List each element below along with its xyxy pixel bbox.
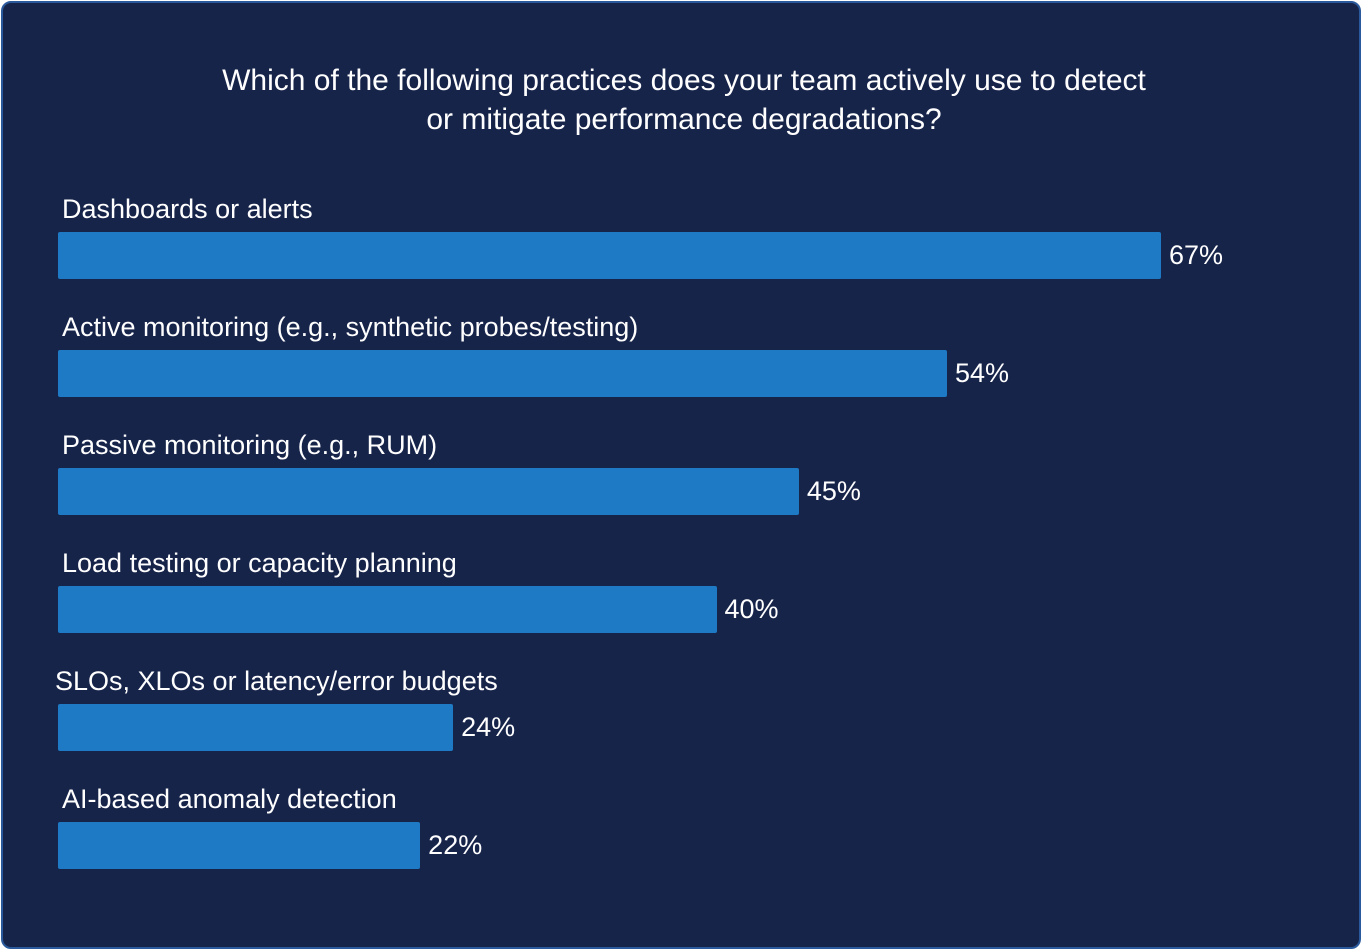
category-label: Active monitoring (e.g., synthetic probe… bbox=[62, 312, 639, 342]
data-label: 24% bbox=[461, 712, 516, 742]
data-label: 22% bbox=[428, 830, 483, 860]
bar bbox=[58, 822, 421, 869]
chart-title-line-1: Which of the following practices does yo… bbox=[222, 64, 1146, 97]
category-label: Load testing or capacity planning bbox=[62, 548, 457, 578]
bar bbox=[58, 468, 799, 515]
category-label: AI-based anomaly detection bbox=[62, 784, 397, 814]
bar bbox=[58, 232, 1161, 279]
data-label: 45% bbox=[806, 476, 861, 506]
bar bbox=[58, 350, 947, 397]
data-label: 40% bbox=[724, 594, 779, 624]
category-label: Passive monitoring (e.g., RUM) bbox=[62, 430, 438, 460]
data-label: 54% bbox=[954, 358, 1010, 388]
category-label: Dashboards or alerts bbox=[62, 194, 313, 224]
chart-title: Which of the following practices does yo… bbox=[3, 61, 1362, 139]
category-label: SLOs, XLOs or latency/error budgets bbox=[55, 666, 498, 696]
data-label: 67% bbox=[1169, 240, 1224, 270]
bar bbox=[58, 586, 717, 633]
chart-title-line-2: or mitigate performance degradations? bbox=[426, 103, 942, 136]
bar bbox=[58, 704, 454, 751]
